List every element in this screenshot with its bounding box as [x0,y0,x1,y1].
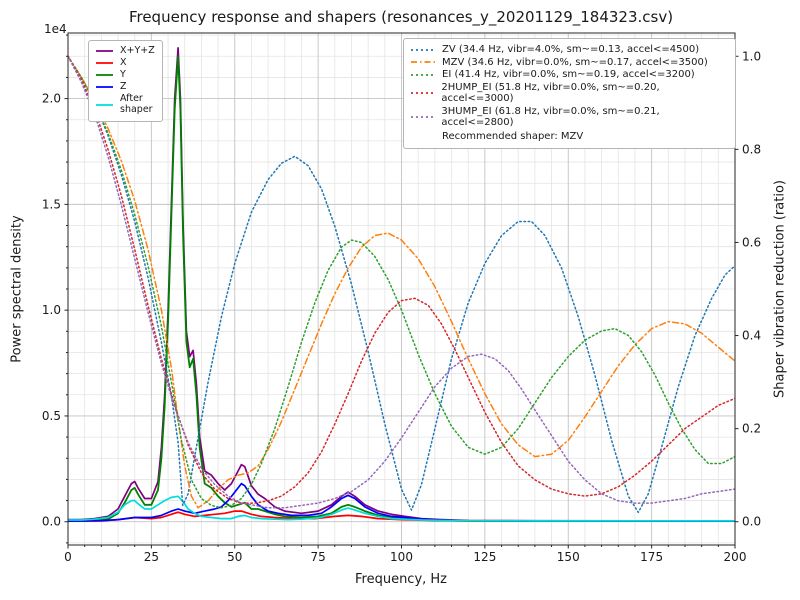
y-right-tick-label: 1.0 [742,49,761,63]
legend-item-ei: EI (41.4 Hz, vibr=0.0%, sm~=0.19, accel<… [410,69,728,81]
y-left-axis-label: Power spectral density [9,215,25,363]
y-right-tick-label: 0.8 [742,142,761,156]
legend-item-label: X+Y+Z [120,45,155,56]
y-left-tick-label: 2.0 [42,92,61,106]
legend-item-label: Z [120,80,127,92]
legend-item-zv: ZV (34.4 Hz, vibr=4.0%, sm~=0.13, accel<… [410,44,728,56]
legend-line-swatch [96,103,113,106]
x-tick-label: 25 [144,550,159,564]
y-left-tick-label: 0.0 [42,515,61,529]
legend-item-3humpei: 3HUMP_EI (61.8 Hz, vibr=0.0%, sm~=0.21, … [410,106,728,129]
y-right-tick-label: 0.4 [742,329,761,343]
legend-item-x+y+z: X+Y+Z [95,45,155,57]
x-tick-label: 200 [724,550,747,564]
legend-item-label: Y [120,68,126,80]
y-right-axis-label: Shaper vibration reduction (ratio) [772,180,788,398]
curve-zv [68,55,735,514]
y-left-tick-label: 1.5 [42,197,61,211]
legend-shapers: ZV (34.4 Hz, vibr=4.0%, sm~=0.13, accel<… [403,38,736,149]
recommended-shaper-text: Recommended shaper: MZV [442,130,584,142]
legend-line-swatch [411,116,435,118]
legend-line-swatch [411,61,435,64]
plot-border [67,32,736,546]
legend-item-label: MZV (34.6 Hz, vibr=0.0%, sm~=0.17, accel… [442,56,708,68]
legend-item-label: EI (41.4 Hz, vibr=0.0%, sm~=0.19, accel<… [442,69,695,80]
legend-item-label: 2HUMP_EI (51.8 Hz, vibr=0.0%, sm~=0.20, … [441,81,660,105]
legend-line-swatch [96,62,113,65]
x-tick-label: 0 [64,550,72,564]
y-right-tick-label: 0.2 [742,422,761,436]
legend-psd: X+Y+Z X Y Z After shaper [88,40,163,122]
legend-item-y: Y [95,68,155,81]
curve-z [68,482,735,522]
y-left-tick-label: 1.0 [42,303,61,317]
x-tick-label: 50 [227,550,242,564]
curves [68,46,735,522]
curve-ei [68,55,735,509]
y-left-offset-text: 1e4 [44,22,67,36]
x-axis-label: Frequency, Hz [354,572,448,587]
legend-item-z: Z [95,80,155,93]
legend-item-label: After shaper [120,92,153,115]
curve-after-shaper [68,495,735,522]
x-tick-label: 125 [473,550,496,564]
tick-labels: 0 25 50 75 100 125 150 175 200 0.0 0.5 1.0 1.5 2.0 0.0… [42,49,761,564]
legend-item-label: X [120,56,127,68]
legend-line-swatch [96,50,113,53]
legend-line-swatch [411,92,435,94]
legend-item-2humpei: 2HUMP_EI (51.8 Hz, vibr=0.0%, sm~=0.20, … [410,82,728,105]
legend-item-x: X [95,56,155,69]
legend-line-swatch [411,48,435,51]
legend-line-swatch [411,73,435,76]
legend-item-mzv: MZV (34.6 Hz, vibr=0.0%, sm~=0.17, accel… [410,57,728,69]
legend-item-label: 3HUMP_EI (61.8 Hz, vibr=0.0%, sm~=0.21, … [441,105,660,129]
curve-mzv [68,55,735,509]
curve-x [68,510,735,522]
chart-title: Frequency response and shapers (resonanc… [128,8,674,26]
x-tick-label: 75 [310,550,325,564]
y-right-tick-label: 0.0 [742,515,761,529]
x-tick-label: 175 [640,550,663,564]
legend-item-aftershaper: After shaper [95,92,155,116]
curve-3hump-ei [68,55,735,509]
y-left-tick-label: 0.5 [42,409,61,423]
legend-line-swatch [96,86,113,89]
legend-footer-row: Recommended shaper: MZV [410,130,728,143]
curve-y [68,55,735,522]
x-tick-label: 150 [557,550,580,564]
legend-item-label: ZV (34.4 Hz, vibr=4.0%, sm~=0.13, accel<… [442,44,700,55]
y-right-tick-label: 0.6 [742,235,761,249]
x-tick-label: 100 [390,550,413,564]
curve-2hump-ei [68,55,735,504]
legend-line-swatch [96,74,113,77]
curve-xyz [68,46,735,522]
